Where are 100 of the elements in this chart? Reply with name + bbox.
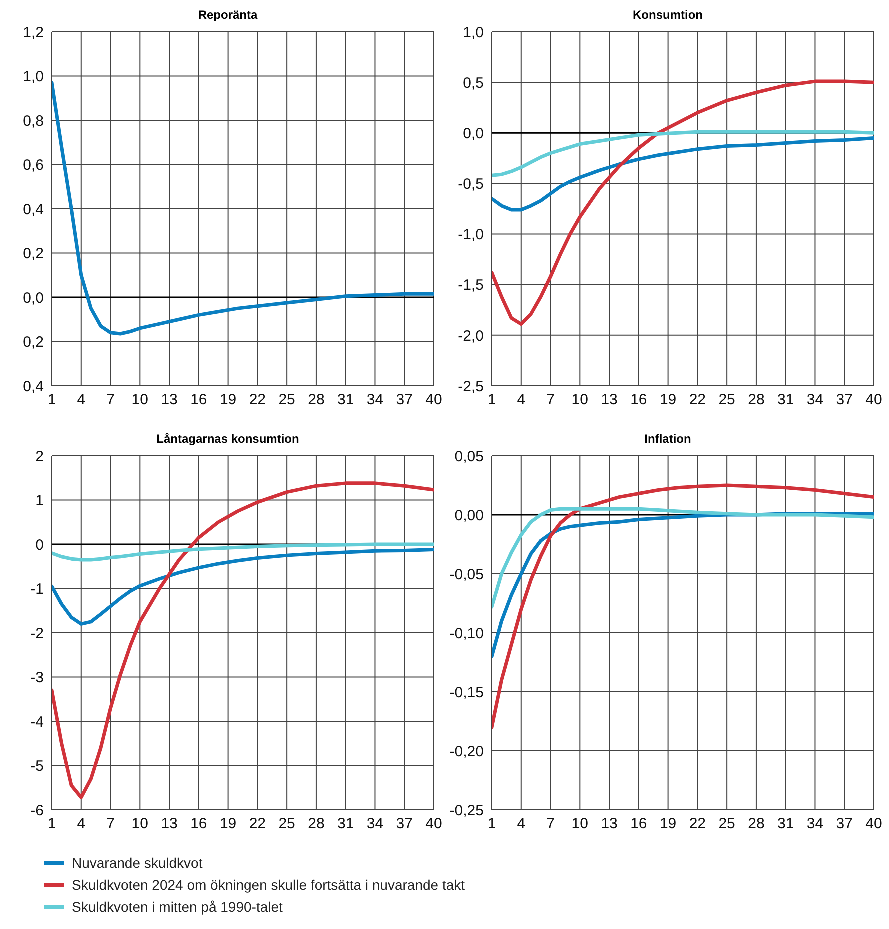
y-tick-label: 0,0 bbox=[23, 290, 44, 307]
y-tick-label: -4 bbox=[30, 714, 44, 731]
x-tick-label: 10 bbox=[572, 392, 588, 409]
x-tick-label: 31 bbox=[778, 392, 794, 409]
x-tick-label: 37 bbox=[396, 392, 413, 409]
line-series bbox=[52, 542, 434, 562]
x-tick-label: 13 bbox=[601, 816, 618, 833]
line-series bbox=[492, 130, 874, 178]
chart-title: Inflation bbox=[644, 432, 692, 448]
y-tick-label: -0,5 bbox=[458, 176, 484, 194]
x-tick-label: 22 bbox=[689, 816, 706, 833]
y-tick-label: 0,6 bbox=[23, 157, 44, 174]
y-tick-label: -0,25 bbox=[450, 802, 484, 820]
x-tick-label: 7 bbox=[546, 392, 555, 409]
y-tick-label: -3 bbox=[30, 670, 44, 687]
line-series bbox=[492, 136, 874, 212]
x-tick-label: 16 bbox=[190, 816, 208, 833]
line-series bbox=[492, 484, 874, 730]
x-tick-label: 13 bbox=[161, 816, 178, 833]
y-tick-label: -0,10 bbox=[450, 625, 484, 642]
x-tick-label: 34 bbox=[366, 392, 384, 409]
x-tick-label: 13 bbox=[161, 392, 178, 409]
x-tick-label: 34 bbox=[366, 816, 384, 833]
x-tick-label: 34 bbox=[806, 392, 824, 409]
legend-label: Skuldkvoten 2024 om ökningen skulle fortsätta i nuvarande takt bbox=[72, 877, 466, 893]
y-tick-label: -1,5 bbox=[458, 277, 484, 294]
x-tick-label: 31 bbox=[338, 816, 354, 833]
x-tick-label: 4 bbox=[517, 392, 526, 409]
x-tick-label: 31 bbox=[338, 392, 354, 409]
y-tick-label: -6 bbox=[30, 802, 44, 820]
chart-title: Reporänta bbox=[197, 8, 259, 24]
chart-title: Låntagarnas konsumtion bbox=[156, 432, 300, 448]
y-tick-label: 1 bbox=[36, 492, 44, 510]
x-tick-label: 4 bbox=[517, 816, 526, 833]
y-tick-label: 1,2 bbox=[23, 24, 44, 42]
line-series bbox=[52, 482, 434, 800]
line-series bbox=[52, 548, 434, 626]
x-tick-label: 1 bbox=[488, 392, 496, 409]
x-tick-label: 40 bbox=[426, 392, 442, 409]
x-tick-label: 10 bbox=[132, 816, 148, 833]
y-tick-label: 0,05 bbox=[454, 448, 484, 466]
y-tick-label: 0 bbox=[36, 536, 44, 554]
y-tick-label: -0,15 bbox=[450, 684, 484, 702]
x-tick-label: 40 bbox=[426, 816, 442, 833]
x-tick-label: 19 bbox=[660, 816, 677, 833]
x-tick-label: 16 bbox=[630, 816, 648, 833]
y-tick-label: 0,5 bbox=[463, 74, 484, 92]
y-tick-label: 0,8 bbox=[23, 112, 44, 130]
x-tick-label: 40 bbox=[866, 392, 882, 409]
x-tick-label: 4 bbox=[77, 816, 86, 833]
y-tick-label: 0,4 bbox=[23, 378, 44, 396]
x-tick-label: 13 bbox=[601, 392, 618, 409]
y-tick-label: -2,5 bbox=[458, 378, 484, 396]
x-tick-label: 25 bbox=[278, 816, 296, 833]
x-tick-label: 37 bbox=[836, 392, 853, 409]
y-tick-label: -5 bbox=[30, 758, 44, 776]
y-tick-label: 2 bbox=[36, 448, 44, 466]
x-tick-label: 28 bbox=[748, 816, 765, 833]
x-tick-label: 28 bbox=[308, 816, 325, 833]
y-tick-label: -0,20 bbox=[450, 743, 484, 760]
y-tick-label: 0,4 bbox=[23, 201, 44, 218]
x-tick-label: 10 bbox=[572, 816, 588, 833]
x-tick-label: 7 bbox=[106, 392, 115, 409]
x-tick-label: 16 bbox=[190, 392, 208, 409]
x-tick-label: 25 bbox=[718, 816, 736, 833]
x-tick-label: 28 bbox=[748, 392, 765, 409]
y-tick-label: -0,05 bbox=[450, 566, 484, 584]
x-tick-label: 1 bbox=[488, 816, 496, 833]
line-series bbox=[492, 507, 874, 609]
x-tick-label: 1 bbox=[48, 816, 56, 833]
y-tick-label: 0,00 bbox=[454, 507, 484, 524]
x-tick-label: 16 bbox=[630, 392, 648, 409]
x-tick-label: 19 bbox=[660, 392, 677, 409]
y-tick-label: -1,0 bbox=[458, 226, 484, 244]
x-tick-label: 4 bbox=[77, 392, 86, 409]
x-tick-label: 28 bbox=[308, 392, 325, 409]
y-tick-label: 0,2 bbox=[23, 334, 44, 352]
x-tick-label: 25 bbox=[278, 392, 296, 409]
legend-label: Nuvarande skuldkvot bbox=[72, 855, 203, 871]
x-tick-label: 7 bbox=[546, 816, 555, 833]
x-tick-label: 22 bbox=[249, 816, 266, 833]
chart-title: Konsumtion bbox=[632, 8, 704, 24]
x-tick-label: 7 bbox=[106, 816, 115, 833]
y-tick-label: 0,2 bbox=[23, 246, 44, 263]
y-tick-label: 1,0 bbox=[463, 24, 484, 42]
y-tick-label: 0,0 bbox=[463, 125, 484, 142]
legend-label: Skuldkvoten i mitten på 1990-talet bbox=[72, 899, 283, 915]
x-tick-label: 10 bbox=[132, 392, 148, 409]
y-tick-label: -2,0 bbox=[458, 328, 484, 345]
x-tick-label: 37 bbox=[396, 816, 413, 833]
x-tick-label: 22 bbox=[689, 392, 706, 409]
x-tick-label: 19 bbox=[220, 392, 237, 409]
x-tick-label: 22 bbox=[249, 392, 266, 409]
x-tick-label: 40 bbox=[866, 816, 882, 833]
y-tick-label: -2 bbox=[30, 625, 44, 642]
x-tick-label: 37 bbox=[836, 816, 853, 833]
line-series bbox=[52, 81, 434, 336]
line-series bbox=[492, 80, 874, 326]
x-tick-label: 31 bbox=[778, 816, 794, 833]
y-tick-label: 1,0 bbox=[23, 68, 44, 86]
